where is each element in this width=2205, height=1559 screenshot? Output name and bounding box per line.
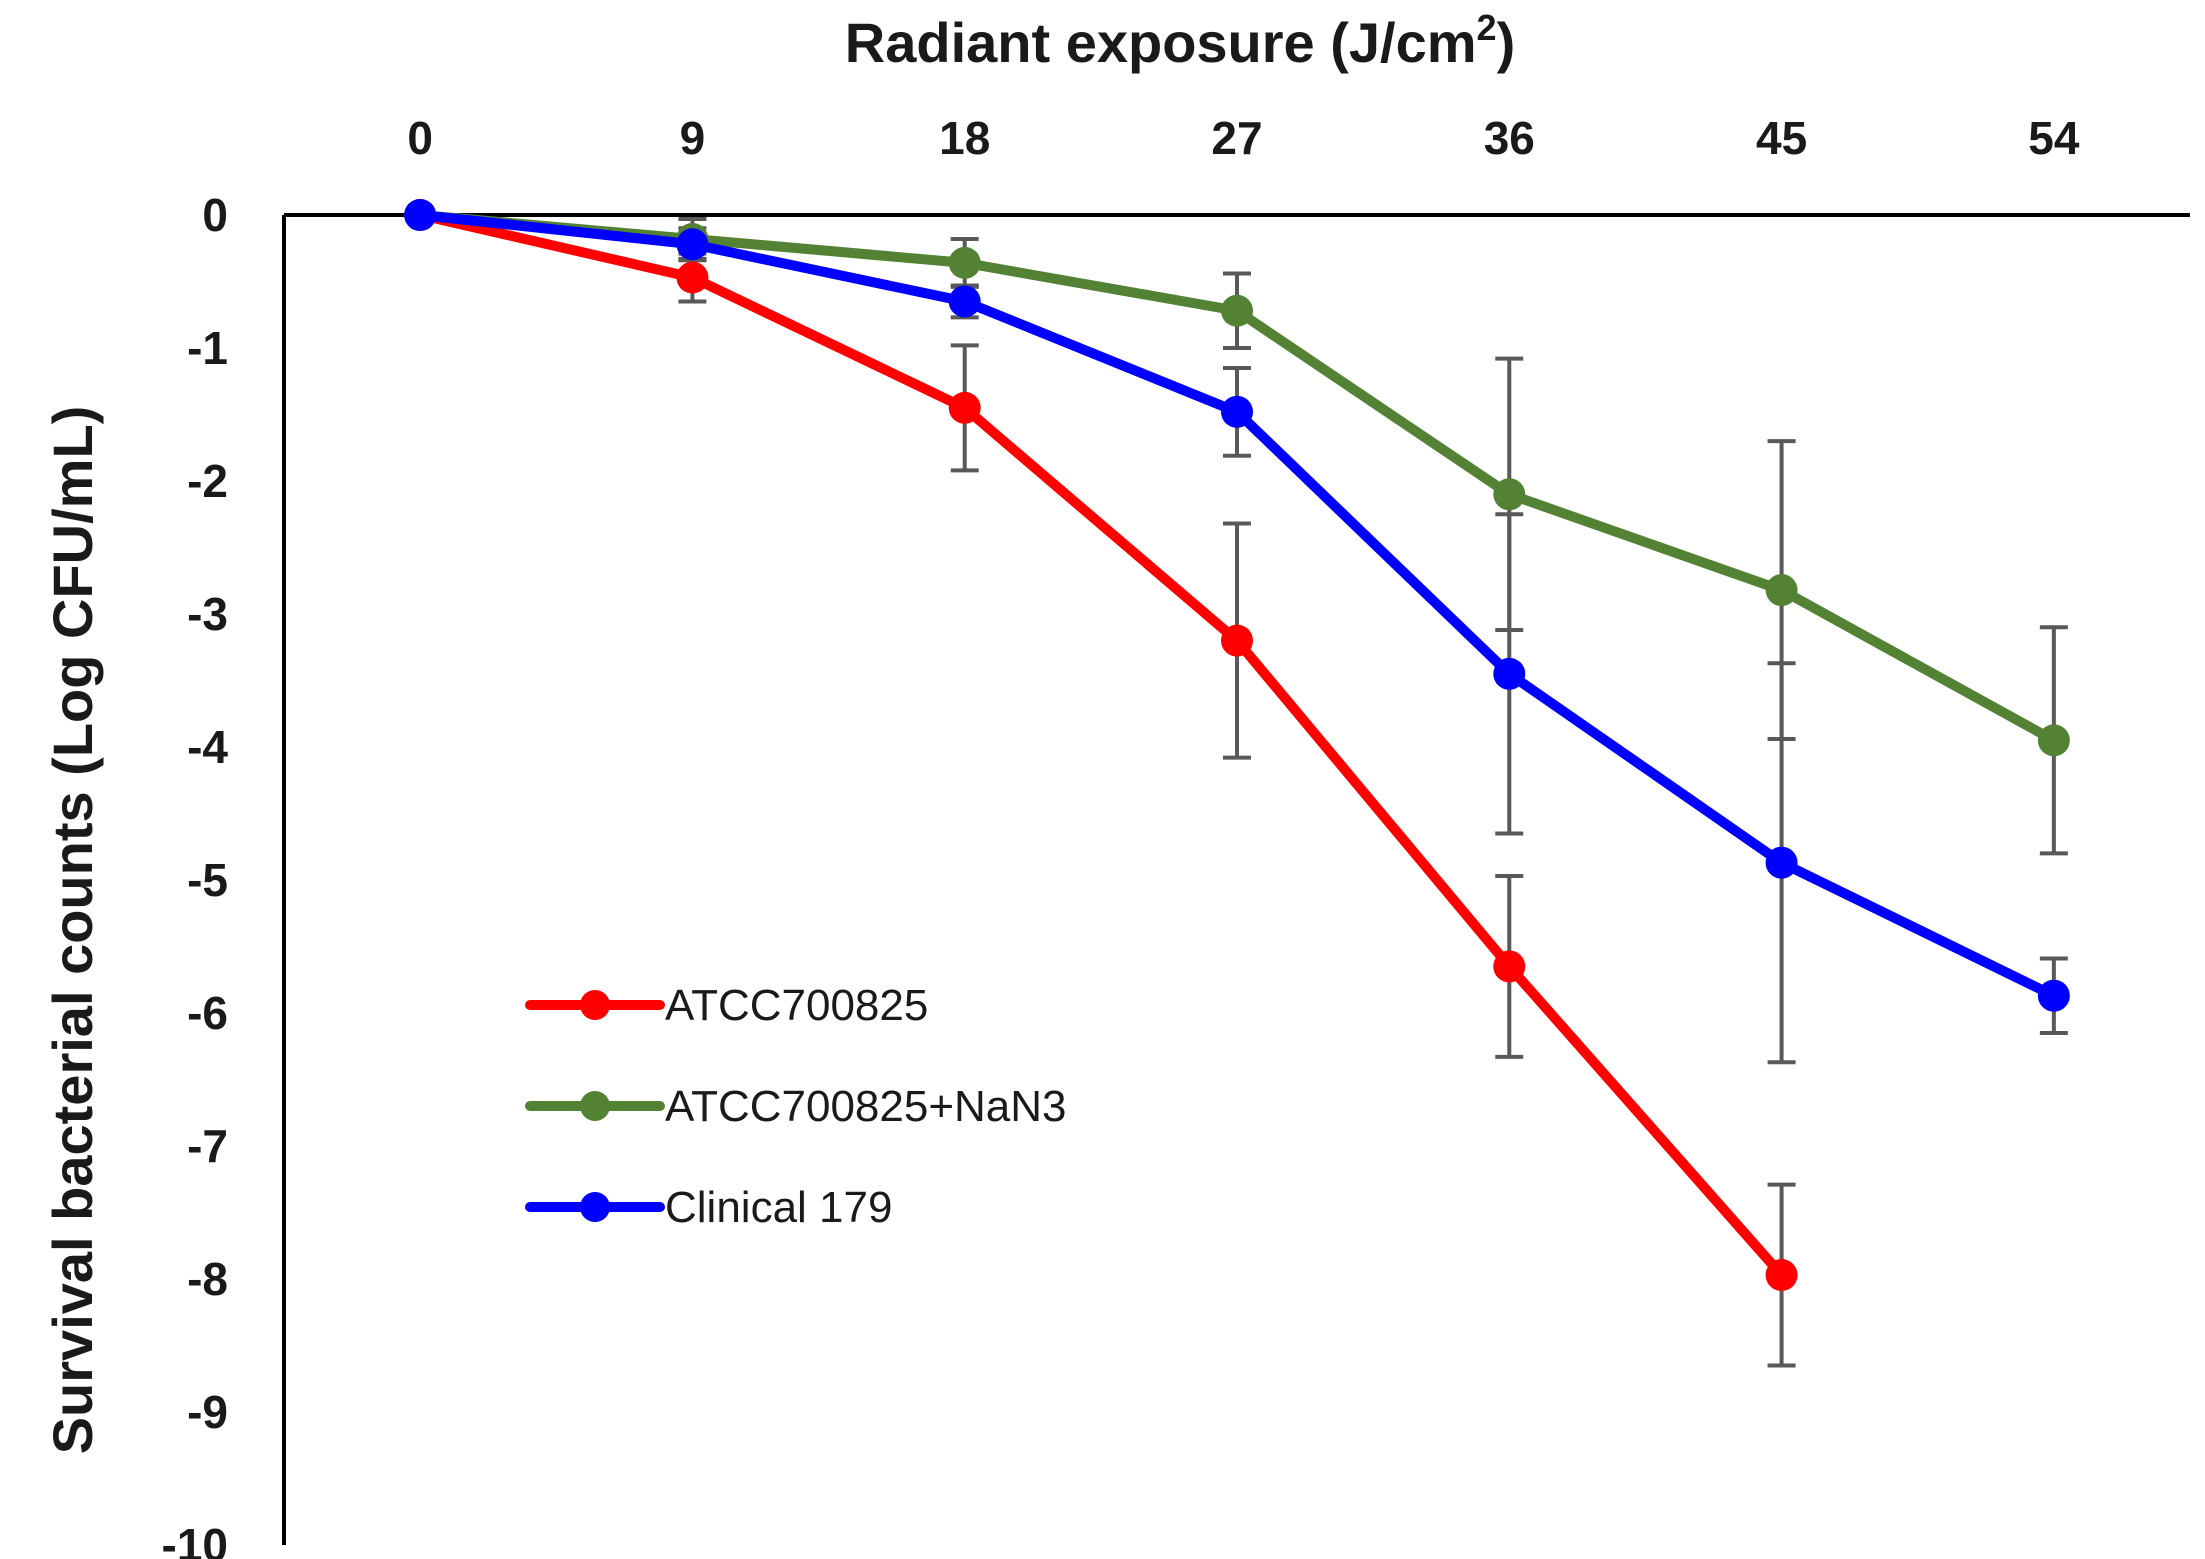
x-tick-label: 36	[1484, 112, 1535, 164]
y-tick-label: -8	[187, 1253, 228, 1305]
legend-label: ATCC700825+NaN3	[665, 1082, 1067, 1131]
data-point	[1765, 574, 1798, 607]
legend: ATCC700825 ATCC700825+NaN3 Clinical 179	[525, 981, 1067, 1232]
x-tick-labels: 0 9 18 27 36 45 54	[407, 112, 2080, 164]
data-point	[948, 246, 981, 279]
legend-swatch-marker	[580, 1192, 610, 1222]
data-point	[1221, 395, 1253, 428]
data-point	[1493, 950, 1526, 983]
x-tick-label: 27	[1211, 112, 1262, 164]
x-tick-label: 54	[2028, 112, 2080, 164]
x-tick-label: 45	[1756, 112, 1807, 164]
x-axis-title: Radiant exposure (J/cm2)	[845, 7, 1515, 74]
data-point	[1493, 657, 1526, 690]
data-point	[676, 261, 709, 294]
data-point	[1765, 1259, 1798, 1292]
data-point	[676, 228, 709, 261]
x-axis-title-text: Radiant exposure (J/cm	[845, 11, 1477, 74]
y-tick-label: -3	[187, 588, 228, 640]
data-point	[948, 391, 981, 424]
legend-swatch-marker	[580, 990, 610, 1020]
legend-label: ATCC700825	[665, 981, 928, 1030]
y-tick-label: -10	[162, 1519, 228, 1559]
y-tick-labels: 0 -1 -2 -3 -4 -5 -6 -7 -8 -9 -10	[162, 189, 229, 1559]
y-axis-title: Survival bacterial counts (Log CFU/mL)	[41, 406, 104, 1455]
data-point	[1765, 846, 1798, 879]
data-point	[948, 285, 981, 318]
y-tick-label: -9	[187, 1386, 228, 1438]
data-point	[404, 199, 437, 231]
series-line	[415, 210, 1787, 1281]
y-tick-label: -7	[187, 1120, 228, 1172]
data-point	[1221, 624, 1253, 657]
x-tick-label: 18	[939, 112, 990, 164]
x-axis-title-superscript: 2	[1477, 7, 1497, 48]
y-tick-label: -6	[187, 987, 228, 1039]
legend-swatch-marker	[580, 1091, 610, 1121]
legend-label: Clinical 179	[665, 1183, 892, 1232]
data-point	[1493, 478, 1526, 511]
axes	[282, 213, 2190, 1545]
data-point	[2037, 979, 2070, 1012]
y-tick-label: -2	[187, 455, 228, 507]
data-point	[1221, 294, 1253, 327]
y-tick-label: -1	[187, 322, 228, 374]
y-tick-label: -5	[187, 854, 228, 906]
x-axis-title-close: )	[1497, 11, 1516, 74]
y-tick-label: -4	[187, 721, 228, 773]
series-lines	[404, 199, 2070, 1292]
x-tick-label: 0	[407, 112, 433, 164]
x-tick-label: 9	[680, 112, 706, 164]
data-point	[2037, 724, 2070, 757]
y-tick-label: 0	[202, 189, 228, 241]
